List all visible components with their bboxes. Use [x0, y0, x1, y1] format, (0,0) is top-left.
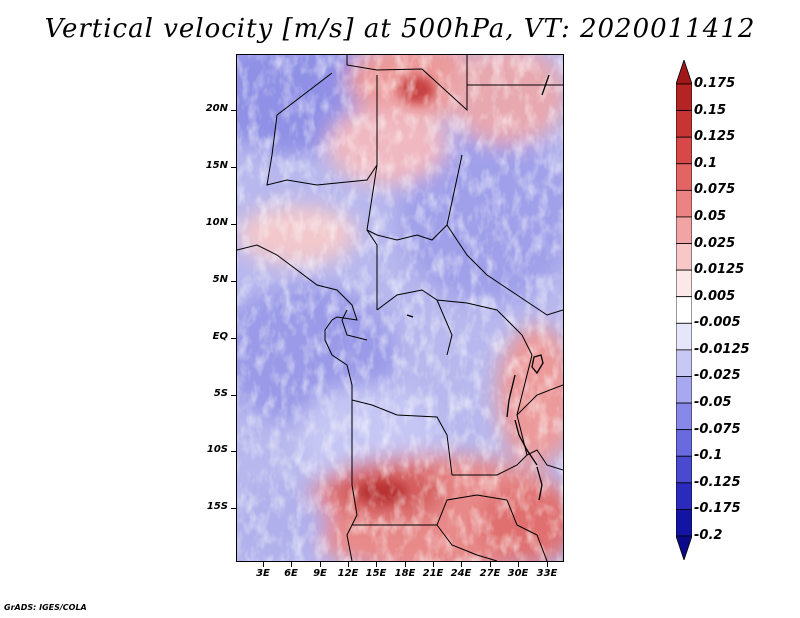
colorbar-label: -0.175 — [694, 501, 741, 517]
colorbar-label: 0.1 — [694, 155, 718, 171]
colorbar-label: -0.2 — [694, 528, 723, 543]
colorbar-label: -0.1 — [694, 448, 723, 464]
x-tick-label: 9E — [313, 568, 327, 579]
colorbar-segment — [676, 455, 692, 484]
x-tick-mark — [433, 562, 434, 567]
y-tick-mark — [231, 167, 236, 168]
colorbar-label: 0.175 — [694, 76, 736, 91]
lakes — [406, 74, 550, 501]
colorbar-label: 0.075 — [694, 182, 736, 198]
colorbar-label: 0.05 — [694, 208, 727, 224]
y-tick-label: 5N — [212, 274, 228, 285]
colorbar-label: -0.0125 — [694, 341, 750, 357]
y-tick-label: EQ — [212, 331, 228, 342]
x-tick-mark — [490, 562, 491, 567]
y-tick-mark — [231, 451, 236, 452]
colorbar-label: 0.15 — [694, 102, 727, 118]
colorbar-top-arrow — [676, 60, 692, 85]
x-tick-label: 6E — [284, 568, 298, 579]
colorbar-label: 0.125 — [694, 129, 736, 145]
colorbar-bottom-arrow — [676, 535, 692, 560]
y-tick-mark — [231, 281, 236, 282]
x-tick-label: 15E — [365, 568, 387, 579]
x-tick-label: 33E — [536, 568, 558, 579]
colorbar-segment — [676, 509, 692, 537]
colorbar-segment — [676, 322, 692, 351]
colorbar — [676, 60, 692, 560]
y-tick-mark — [231, 508, 236, 509]
x-tick-label: 21E — [422, 568, 444, 579]
x-tick-label: 30E — [507, 568, 529, 579]
x-tick-mark — [461, 562, 462, 567]
y-tick-label: 15N — [205, 160, 228, 171]
footer-credit: GrADS: IGES/COLA — [4, 603, 87, 612]
velocity-field-map — [237, 55, 563, 561]
y-tick-mark — [231, 224, 236, 225]
colorbar-segment — [676, 189, 692, 218]
y-tick-mark — [231, 338, 236, 339]
colorbar-label: -0.05 — [694, 395, 732, 411]
colorbar-segment — [676, 376, 692, 404]
map-title: Vertical velocity [m/s] at 500hPa, VT: 2… — [44, 14, 756, 44]
colorbar-segment — [676, 349, 692, 377]
colorbar-label: 0.005 — [694, 288, 736, 304]
y-tick-label: 10N — [205, 217, 228, 228]
x-tick-mark — [376, 562, 377, 567]
y-tick-label: 15S — [206, 501, 228, 512]
y-tick-label: 5S — [213, 388, 228, 399]
colorbar-label: -0.025 — [694, 368, 741, 384]
map-plot-area — [236, 54, 564, 562]
colorbar-segment — [676, 482, 692, 510]
x-tick-label: 27E — [479, 568, 501, 579]
y-tick-label: 10S — [206, 444, 228, 455]
colorbar-segment — [676, 243, 692, 271]
x-tick-label: 18E — [394, 568, 416, 579]
x-tick-mark — [547, 562, 548, 567]
colorbar-segment — [676, 136, 692, 165]
y-tick-mark — [231, 395, 236, 396]
y-tick-label: 20N — [205, 103, 228, 114]
colorbar-segment — [676, 163, 692, 191]
colorbar-label: -0.125 — [694, 474, 741, 490]
x-tick-label: 12E — [337, 568, 359, 579]
x-tick-mark — [348, 562, 349, 567]
colorbar-segment — [676, 269, 692, 298]
colorbar-segment — [676, 83, 692, 111]
colorbar-segment — [676, 216, 692, 244]
colorbar-label: -0.005 — [694, 315, 741, 331]
colorbar-label: 0.0125 — [694, 262, 745, 278]
y-tick-mark — [231, 110, 236, 111]
x-tick-mark — [291, 562, 292, 567]
x-tick-label: 24E — [450, 568, 472, 579]
x-tick-mark — [518, 562, 519, 567]
x-tick-mark — [320, 562, 321, 567]
x-tick-mark — [405, 562, 406, 567]
field-texture — [237, 55, 563, 561]
colorbar-segment — [676, 296, 692, 324]
x-tick-mark — [263, 562, 264, 567]
colorbar-segment — [676, 429, 692, 457]
colorbar-label: -0.075 — [694, 421, 741, 437]
colorbar-label: 0.025 — [694, 235, 736, 251]
country-borders — [237, 55, 563, 561]
x-tick-label: 3E — [256, 568, 270, 579]
colorbar-segment — [676, 110, 692, 138]
colorbar-segment — [676, 402, 692, 431]
